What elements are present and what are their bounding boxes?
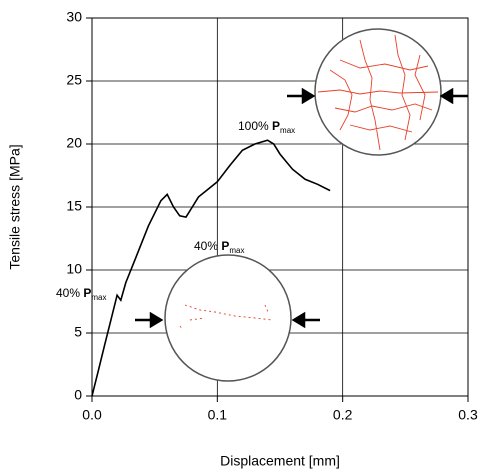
- annotation-text: 100%: [238, 119, 272, 133]
- y-tick-label: 30: [66, 9, 82, 25]
- annotation-symbol: P: [221, 239, 229, 253]
- annotation-symbol: P: [272, 119, 280, 133]
- annotation: 40% Pmax: [194, 239, 245, 255]
- y-tick-label: 20: [66, 135, 82, 151]
- crack-inset-top: [287, 28, 468, 156]
- x-tick-label: 0.2: [333, 407, 353, 423]
- plot-frame: [91, 17, 469, 397]
- annotation: 100% Pmax: [238, 119, 295, 135]
- y-axis-label: Tensile stress [MPa]: [7, 144, 23, 269]
- x-tick-label: 0.3: [458, 407, 478, 423]
- annotation-text: 40%: [56, 286, 83, 300]
- annotation-subscript: max: [229, 246, 244, 255]
- y-tick-label: 5: [74, 324, 82, 340]
- data-line: [91, 139, 331, 397]
- annotation-subscript: max: [91, 293, 106, 302]
- x-tick-label: 0.1: [208, 407, 228, 423]
- annotation-text: 40%: [194, 239, 221, 253]
- x-axis-label: Displacement [mm]: [220, 453, 340, 469]
- crack-inset-bottom: [135, 254, 320, 382]
- y-tick-label: 25: [66, 72, 82, 88]
- y-tick-label: 0: [74, 387, 82, 403]
- y-tick-label: 10: [66, 261, 82, 277]
- annotation: 40% Pmax: [56, 286, 107, 302]
- annotation-symbol: P: [83, 286, 91, 300]
- annotation-subscript: max: [280, 126, 295, 135]
- y-tick-label: 15: [66, 198, 82, 214]
- x-tick-label: 0.0: [82, 407, 102, 423]
